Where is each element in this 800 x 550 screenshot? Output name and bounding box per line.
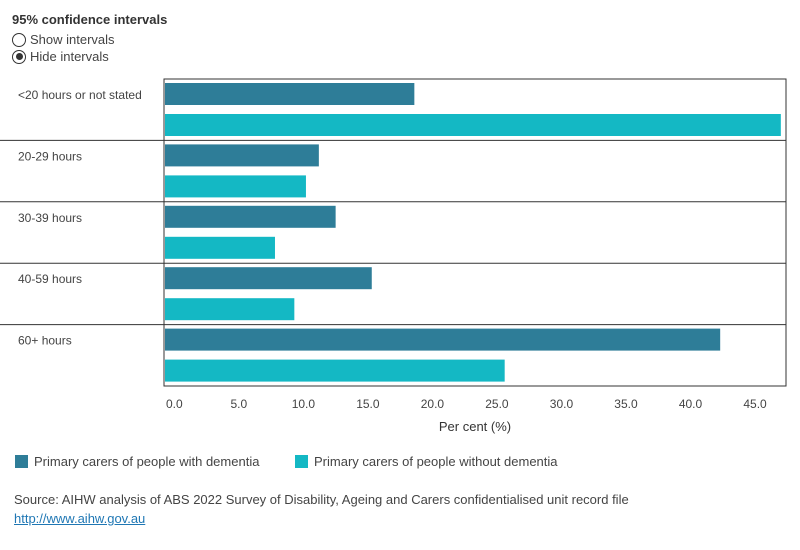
category-label: 20-29 hours: [18, 149, 82, 163]
x-tick-label: 20.0: [421, 397, 445, 411]
bar[interactable]: [165, 83, 415, 105]
legend-swatch-with-dementia: [15, 455, 28, 468]
bar[interactable]: [165, 359, 505, 382]
x-tick-label: 40.0: [679, 397, 703, 411]
bar[interactable]: [165, 236, 275, 259]
category-label: 30-39 hours: [18, 211, 82, 225]
legend-label-without-dementia: Primary carers of people without dementi…: [314, 454, 558, 469]
hide-intervals-radio[interactable]: [12, 49, 26, 64]
category-label: 40-59 hours: [18, 272, 82, 286]
legend-item-without-dementia[interactable]: Primary carers of people without dementi…: [295, 454, 558, 469]
x-tick-label: 35.0: [614, 397, 638, 411]
category-label: <20 hours or not stated: [18, 88, 142, 102]
bar[interactable]: [165, 205, 336, 228]
hide-intervals-label: Hide intervals: [30, 49, 109, 64]
show-intervals-option[interactable]: Show intervals: [12, 32, 115, 47]
legend-label-with-dementia: Primary carers of people with dementia: [34, 454, 260, 469]
bar[interactable]: [165, 267, 372, 290]
confidence-intervals-title: 95% confidence intervals: [12, 12, 168, 27]
legend-item-with-dementia[interactable]: Primary carers of people with dementia: [15, 454, 259, 469]
x-tick-label: 0.0: [166, 397, 183, 411]
x-tick-label: 45.0: [743, 397, 767, 411]
legend-swatch-without-dementia: [295, 455, 308, 468]
x-tick-label: 30.0: [550, 397, 574, 411]
x-tick-label: 10.0: [292, 397, 316, 411]
category-label: 60+ hours: [18, 334, 72, 348]
plot-frame: [163, 78, 787, 387]
x-tick-label: 15.0: [356, 397, 380, 411]
bar[interactable]: [165, 298, 295, 321]
source-note: Source: AIHW analysis of ABS 2022 Survey…: [14, 492, 629, 507]
bar[interactable]: [165, 144, 319, 167]
bar-chart: <20 hours or not stated 20-29 hours 30-39 …: [0, 78, 787, 434]
x-tick-label: 25.0: [485, 397, 509, 411]
x-tick-label: 5.0: [231, 397, 248, 411]
source-link[interactable]: http://www.aihw.gov.au: [14, 511, 146, 526]
bar[interactable]: [165, 114, 781, 136]
hide-intervals-option[interactable]: Hide intervals: [12, 49, 109, 64]
bar[interactable]: [165, 328, 721, 351]
bar[interactable]: [165, 175, 306, 198]
show-intervals-label: Show intervals: [30, 32, 115, 47]
x-axis-label: Per cent (%): [439, 419, 511, 434]
show-intervals-radio[interactable]: [12, 32, 26, 47]
